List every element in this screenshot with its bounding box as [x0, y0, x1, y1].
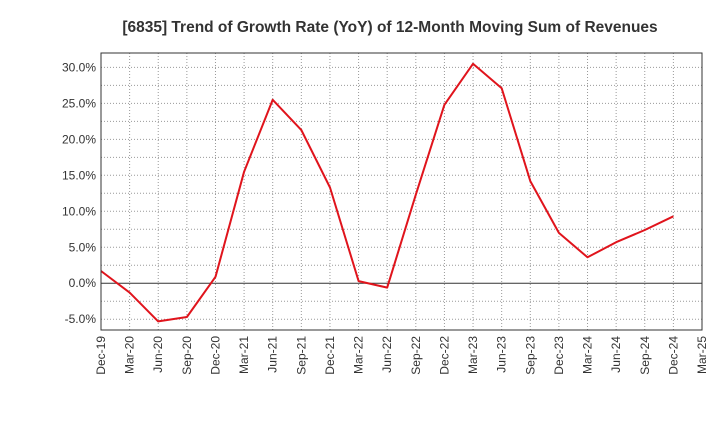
x-tick-label: Sep-23: [523, 336, 537, 375]
x-tick-label: Mar-21: [237, 336, 251, 374]
grid: [101, 53, 702, 330]
x-tick-label: Dec-19: [94, 336, 108, 375]
y-tick-label: 5.0%: [69, 240, 97, 254]
x-tick-label: Dec-20: [208, 336, 222, 375]
x-tick-label: Jun-24: [609, 336, 623, 373]
x-tick-label: Jun-20: [151, 336, 165, 373]
plot-frame: [100, 52, 703, 331]
x-tick-label: Dec-22: [437, 336, 451, 375]
x-tick-label: Sep-20: [180, 336, 194, 375]
y-tick-label: 20.0%: [62, 132, 96, 146]
x-tick-label: Dec-24: [666, 336, 680, 375]
y-tick-label: 0.0%: [69, 276, 97, 290]
y-axis-ticks: 30.0% 25.0% 20.0% 15.0% 10.0% 5.0% 0.0% -5.0%: [62, 60, 96, 326]
x-tick-label: Jun-23: [495, 336, 509, 373]
x-tick-label: Mar-23: [466, 336, 480, 374]
x-tick-label: Dec-23: [552, 336, 566, 375]
y-tick-label: 30.0%: [62, 60, 96, 74]
x-tick-label: Jun-22: [380, 336, 394, 373]
y-tick-label: 15.0%: [62, 168, 96, 182]
x-axis-ticks: Dec-19 Mar-20 Jun-20 Sep-20 Dec-20 Mar-21 Jun-…: [94, 336, 709, 375]
x-tick-label: Mar-20: [123, 336, 137, 374]
y-tick-label: -5.0%: [65, 312, 97, 326]
y-tick-label: 25.0%: [62, 96, 96, 110]
x-tick-label: Dec-21: [323, 336, 337, 375]
x-tick-label: Mar-25: [695, 336, 709, 374]
y-tick-label: 10.0%: [62, 204, 96, 218]
x-tick-label: Sep-22: [409, 336, 423, 375]
chart-title: [6835] Trend of Growth Rate (YoY) of 12-…: [122, 19, 657, 36]
x-tick-label: Jun-21: [266, 336, 280, 373]
x-tick-label: Mar-22: [352, 336, 366, 374]
x-tick-label: Mar-24: [581, 336, 595, 374]
x-tick-label: Sep-21: [294, 336, 308, 375]
x-tick-label: Sep-24: [638, 336, 652, 375]
